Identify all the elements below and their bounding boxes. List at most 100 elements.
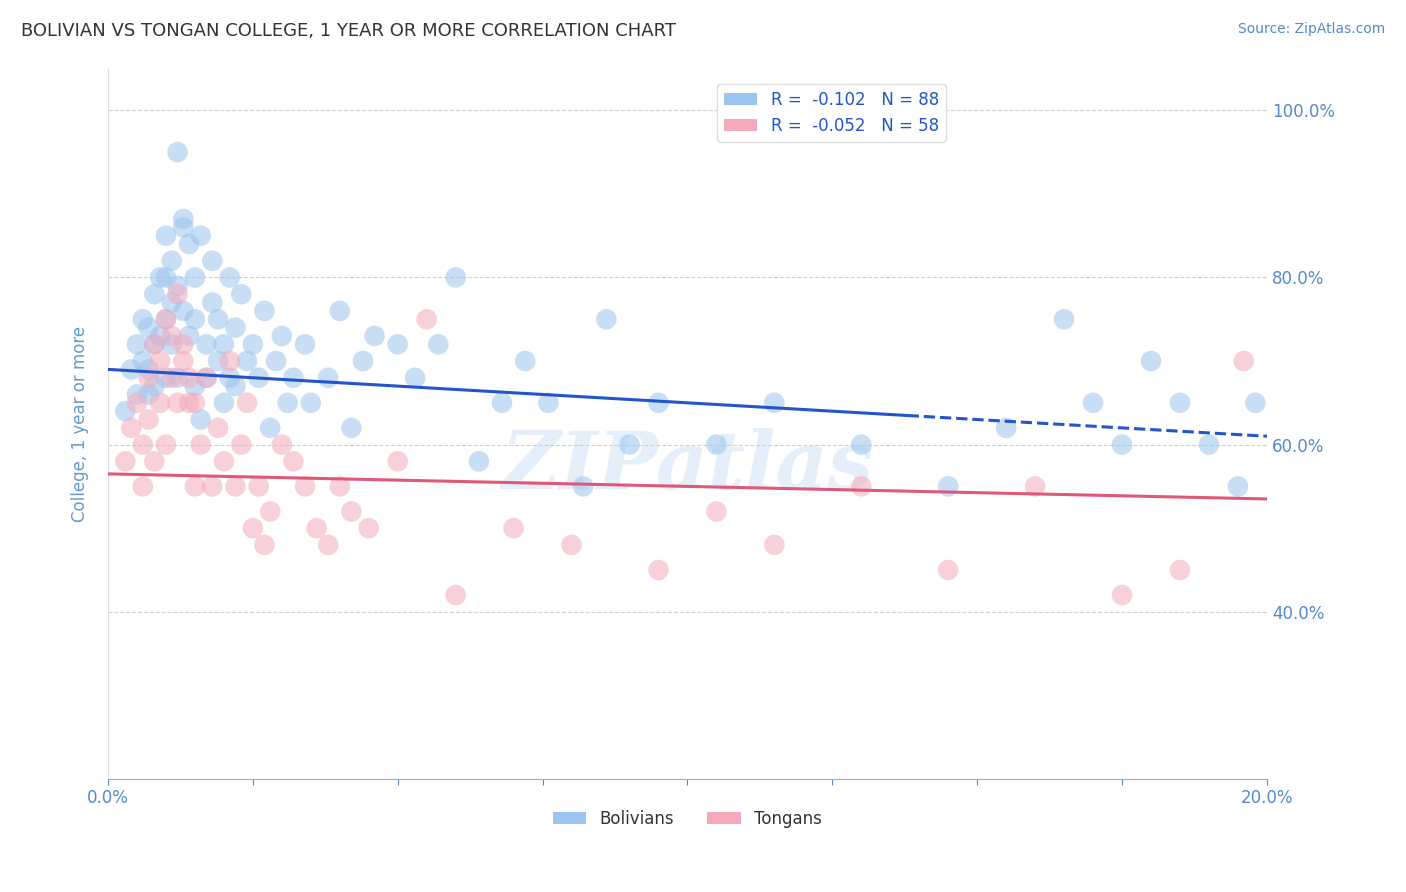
Point xyxy=(936,563,959,577)
Point xyxy=(561,538,583,552)
Point xyxy=(537,396,560,410)
Point xyxy=(166,396,188,410)
Point xyxy=(218,354,240,368)
Point xyxy=(166,370,188,384)
Point xyxy=(1233,354,1256,368)
Point xyxy=(166,145,188,160)
Point xyxy=(166,287,188,301)
Point xyxy=(207,421,229,435)
Point xyxy=(572,479,595,493)
Point xyxy=(125,337,148,351)
Point xyxy=(444,270,467,285)
Point xyxy=(212,396,235,410)
Point xyxy=(706,504,728,518)
Point xyxy=(155,437,177,451)
Point xyxy=(132,479,155,493)
Point xyxy=(427,337,450,351)
Point xyxy=(160,295,183,310)
Point xyxy=(299,396,322,410)
Point xyxy=(184,396,207,410)
Point xyxy=(132,312,155,326)
Point xyxy=(190,437,212,451)
Point xyxy=(515,354,537,368)
Point xyxy=(270,329,292,343)
Point xyxy=(259,421,281,435)
Point xyxy=(247,479,270,493)
Point xyxy=(763,538,786,552)
Point xyxy=(502,521,524,535)
Point xyxy=(143,379,166,393)
Point xyxy=(190,228,212,243)
Point xyxy=(160,337,183,351)
Point xyxy=(201,479,224,493)
Point xyxy=(1168,563,1191,577)
Point xyxy=(212,337,235,351)
Point xyxy=(357,521,380,535)
Point xyxy=(184,270,207,285)
Point xyxy=(224,479,246,493)
Point xyxy=(125,396,148,410)
Point xyxy=(224,379,246,393)
Point xyxy=(305,521,328,535)
Point xyxy=(179,370,201,384)
Point xyxy=(763,396,786,410)
Point xyxy=(316,370,339,384)
Point xyxy=(283,454,305,468)
Point xyxy=(363,329,385,343)
Point xyxy=(1111,588,1133,602)
Point xyxy=(155,270,177,285)
Point xyxy=(155,228,177,243)
Point xyxy=(1081,396,1104,410)
Point xyxy=(647,563,669,577)
Point xyxy=(1198,437,1220,451)
Point xyxy=(143,337,166,351)
Point xyxy=(149,270,172,285)
Point xyxy=(132,354,155,368)
Point xyxy=(172,304,194,318)
Point xyxy=(207,312,229,326)
Point xyxy=(1053,312,1076,326)
Point xyxy=(172,220,194,235)
Point xyxy=(172,211,194,226)
Point xyxy=(352,354,374,368)
Point xyxy=(340,421,363,435)
Point xyxy=(184,379,207,393)
Point xyxy=(160,370,183,384)
Point xyxy=(242,337,264,351)
Point xyxy=(259,504,281,518)
Point xyxy=(125,387,148,401)
Point xyxy=(218,370,240,384)
Point xyxy=(138,362,160,376)
Point xyxy=(143,287,166,301)
Point xyxy=(329,304,352,318)
Point xyxy=(936,479,959,493)
Point xyxy=(231,287,253,301)
Point xyxy=(207,354,229,368)
Point xyxy=(120,421,142,435)
Point xyxy=(387,454,409,468)
Point xyxy=(1111,437,1133,451)
Point xyxy=(283,370,305,384)
Point xyxy=(595,312,617,326)
Text: Source: ZipAtlas.com: Source: ZipAtlas.com xyxy=(1237,22,1385,37)
Point xyxy=(184,312,207,326)
Text: BOLIVIAN VS TONGAN COLLEGE, 1 YEAR OR MORE CORRELATION CHART: BOLIVIAN VS TONGAN COLLEGE, 1 YEAR OR MO… xyxy=(21,22,676,40)
Point xyxy=(155,370,177,384)
Point xyxy=(195,370,218,384)
Point xyxy=(224,320,246,334)
Point xyxy=(264,354,287,368)
Point xyxy=(138,370,160,384)
Point xyxy=(236,354,259,368)
Point xyxy=(1244,396,1267,410)
Point xyxy=(149,396,172,410)
Point xyxy=(329,479,352,493)
Point xyxy=(195,370,218,384)
Point xyxy=(316,538,339,552)
Point xyxy=(155,312,177,326)
Point xyxy=(340,504,363,518)
Point xyxy=(851,479,873,493)
Point xyxy=(1024,479,1046,493)
Point xyxy=(242,521,264,535)
Point xyxy=(706,437,728,451)
Point xyxy=(190,412,212,426)
